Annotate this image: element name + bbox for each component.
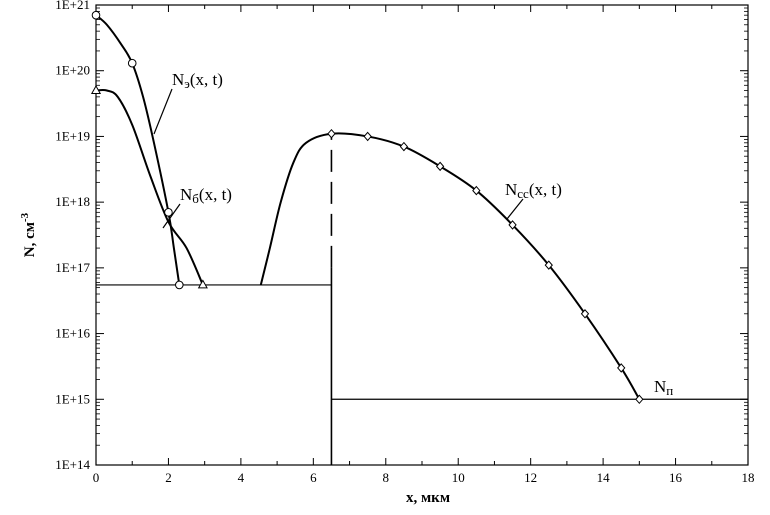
svg-text:N, см-3: N, см-3 [19, 212, 38, 257]
y-tick-label: 1E+15 [55, 391, 90, 406]
marker-circle-ne [91, 10, 101, 20]
series-line-nb [95, 89, 204, 286]
y-axis-title-main: N, см [22, 222, 38, 257]
x-tick-label: 14 [597, 470, 611, 485]
label-ncc-main: N [505, 180, 517, 199]
markers [90, 10, 644, 405]
marker-diamond-ncc [544, 260, 553, 270]
x-axis-title: x, мкм [406, 490, 450, 506]
marker-diamond-ncc [363, 131, 372, 142]
marker-circle-ne [127, 58, 137, 68]
marker-triangle-nb [90, 84, 102, 94]
leader-ne [153, 88, 173, 135]
tick-labels: 0 2 4 6 8 10 12 14 16 18 1E+14 1E+15 1E+16 1E+17 1E+18… [55, 0, 754, 485]
label-ne-sub: э [184, 76, 190, 91]
label-ncc: Ncc(x, t) [505, 180, 562, 201]
marker-triangle-nb [197, 279, 208, 289]
marker-diamond-ncc [472, 185, 481, 196]
x-tick-label: 12 [524, 470, 537, 485]
leader-ncc [506, 198, 524, 220]
x-tick-label: 4 [238, 470, 245, 485]
y-tick-label: 1E+18 [55, 194, 90, 209]
series-line-ne [95, 14, 181, 286]
label-ne-args: (x, t) [190, 70, 223, 89]
label-np-sub: п [666, 383, 673, 398]
marker-diamond-ncc [327, 128, 336, 139]
label-ne-main: N [172, 70, 184, 89]
y-tick-label: 1E+17 [55, 260, 90, 275]
label-np: Nп [654, 377, 673, 398]
x-tick-label: 18 [742, 470, 755, 485]
label-ncc-sub: cc [517, 186, 529, 201]
marker-diamond-ncc [635, 394, 644, 405]
label-nb-sub: б [192, 191, 199, 206]
x-tick-label: 10 [452, 470, 465, 485]
leader-nb [162, 203, 181, 229]
marker-diamond-ncc [580, 309, 590, 319]
y-tick-label: 1E+16 [55, 326, 90, 341]
x-tick-label: 16 [669, 470, 683, 485]
y-tick-label: 1E+20 [55, 63, 90, 78]
marker-diamond-ncc [435, 161, 445, 172]
x-tick-label: 6 [310, 470, 317, 485]
y-axis-title-sup: -3 [19, 212, 31, 222]
marker-diamond-ncc [508, 220, 517, 230]
series-line-ncc [259, 132, 641, 400]
x-tick-label: 2 [165, 470, 172, 485]
y-tick-label: 1E+19 [55, 128, 90, 143]
marker-circle-ne [175, 280, 184, 290]
marker-circle-ne [164, 208, 173, 217]
y-axis-title: N, см-3 [19, 212, 38, 257]
label-nb: Nб(x, t) [180, 185, 232, 206]
x-tick-label: 0 [93, 470, 100, 485]
marker-diamond-ncc [617, 363, 626, 373]
label-ncc-args: (x, t) [529, 180, 562, 199]
x-tick-label: 8 [383, 470, 390, 485]
y-tick-label: 1E+21 [55, 0, 90, 12]
label-np-main: N [654, 377, 666, 396]
label-ne: Nэ(x, t) [172, 70, 223, 91]
marker-diamond-ncc [399, 141, 409, 152]
label-nb-args: (x, t) [199, 185, 232, 204]
label-nb-main: N [180, 185, 192, 204]
curves [95, 14, 748, 465]
y-tick-label: 1E+14 [55, 457, 90, 472]
